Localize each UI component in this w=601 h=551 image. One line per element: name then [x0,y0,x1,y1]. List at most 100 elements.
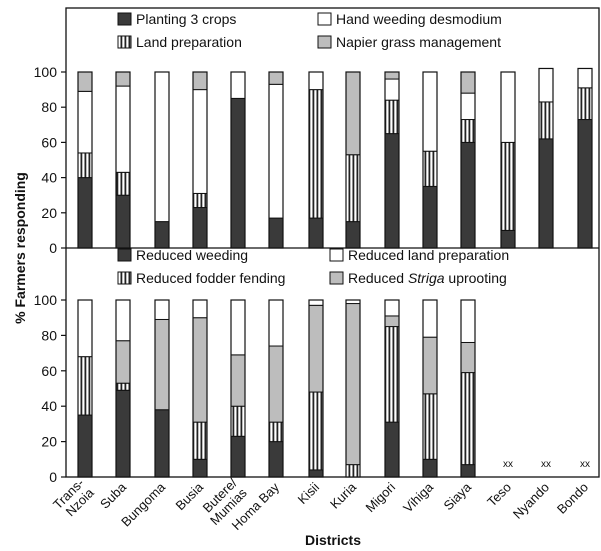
bar-segment [154,71,170,223]
y-tick-label: 60 [41,134,57,150]
y-tick-label: 100 [34,64,58,80]
legend-swatch [117,35,132,49]
legend-label: Planting 3 crops [136,11,236,27]
district-label: Nyando [510,480,552,522]
bar-outline [308,299,324,478]
y-axis-label: % Farmers responding [12,172,28,324]
bar-segment [77,177,93,249]
y-tick-label: 60 [41,363,57,379]
bar-segment [268,217,284,249]
no-data-marker: xx [541,459,551,470]
bar-segment [422,393,438,460]
chart-layer: 0 20 40 60 80 100 Planting 3 crops Hand weeding… [34,7,600,533]
bar-segment [154,299,170,320]
bar-segment [500,229,516,249]
bar-outline [460,299,476,478]
bar-segment [308,217,324,249]
bar-outline [345,71,361,249]
legend-label: Reduced Striga uprooting [348,270,507,286]
district-label: Trans-Nzoia [50,475,97,522]
bar-outline [538,67,554,249]
bar-segment [77,71,93,92]
bar-segment [422,71,438,152]
bar-outline [268,71,284,249]
district-label: Migori [362,479,398,515]
bar-segment [77,414,93,478]
legend-swatch [329,248,344,262]
bar-segment [192,89,208,194]
bar-segment [308,469,324,478]
bar-segment [460,372,476,466]
bar-segment [384,315,400,328]
bar-segment [230,435,246,478]
bar-segment [384,421,400,478]
district-label: Bondo [554,480,591,517]
legend-label: Reduced fodder fending [136,270,285,286]
bar-outline [268,299,284,478]
bar-segment [268,421,284,443]
bar-segment [192,317,208,423]
y-tick-label: 20 [41,434,57,450]
bar-segment [577,119,593,249]
bar-segment [115,171,131,196]
bar-outline [422,299,438,478]
legend-swatch [117,248,132,262]
bar-segment [500,71,516,143]
bar-segment [268,345,284,423]
bar-segment [308,71,324,91]
bar-segment [115,85,131,173]
bar-segment [308,299,324,306]
bar-segment [538,138,554,249]
bar-segment [268,83,284,219]
bar-outline [230,299,246,478]
district-label: Teso [484,480,514,510]
bar-segment [115,340,131,384]
legend-swatch [317,35,332,49]
bar-outline [192,299,208,478]
bar-segment [154,221,170,249]
legend-label: Napier grass management [336,34,501,50]
bar-segment [460,119,476,143]
y-tick-label: 20 [41,205,57,221]
bar-segment [422,299,438,338]
bar-segment [230,299,246,356]
bar-segment [308,304,324,393]
bar-segment [384,78,400,101]
bar-segment [460,141,476,249]
bar-outline [115,71,131,249]
bar-segment [77,152,93,179]
bar-segment [230,71,246,99]
legend-swatch [329,271,344,285]
bar-outline [384,299,400,478]
bar-segment [230,354,246,407]
bar-segment [422,336,438,395]
bar-segment [268,71,284,85]
y-tick-label: 80 [41,327,57,343]
bar-outline [345,299,361,478]
bar-segment [460,299,476,343]
bar-segment [460,71,476,94]
bar-segment [268,299,284,347]
bar-segment [192,192,208,209]
bar-outline [384,71,400,249]
bar-segment [192,421,208,460]
bar-segment [192,71,208,91]
bar-segment [422,458,438,478]
plot-frame [65,7,600,478]
bar-outline [77,299,93,478]
bar-outline [460,71,476,249]
legend-label: Reduced land preparation [348,247,509,263]
bar-segment [115,382,131,391]
y-tick-label: 40 [41,398,57,414]
district-label: Bungoma [118,479,169,530]
y-tick-label: 80 [41,99,57,115]
y-tick-label: 40 [41,170,57,186]
district-label: Kisii [295,479,323,507]
bar-segment [345,464,361,478]
district-label: Kuria [327,479,360,512]
bar-segment [115,389,131,478]
bar-segment [268,441,284,478]
bar-segment [154,318,170,411]
bar-segment [345,71,361,156]
